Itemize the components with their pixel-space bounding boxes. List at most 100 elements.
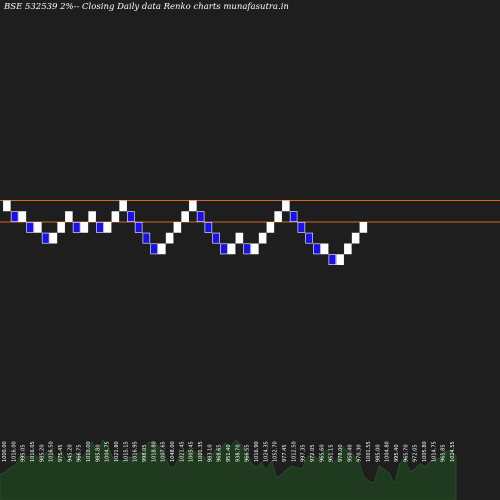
brick-price-label: 972.05 xyxy=(310,445,316,463)
brick-price-label: 945.20 xyxy=(67,445,73,463)
renko-brick-down xyxy=(212,232,220,244)
renko-brick-down xyxy=(26,222,34,233)
brick-price-label: 1010.00 xyxy=(86,441,92,462)
brick-price-label: 1005.80 xyxy=(422,441,428,462)
renko-brick-down xyxy=(297,222,306,233)
brick-price-label: 985.00 xyxy=(375,445,381,463)
renko-brick-up xyxy=(266,222,275,233)
renko-brick-up xyxy=(80,222,89,233)
brick-price-label: 966.55 xyxy=(245,445,251,463)
brick-price-label: 978.00 xyxy=(338,445,344,463)
brick-price-label: 968.65 xyxy=(217,445,223,463)
renko-brick-up xyxy=(274,211,282,223)
renko-brick-up xyxy=(3,200,11,212)
renko-brick-up xyxy=(103,222,112,233)
brick-price-label: 977.45 xyxy=(282,445,288,463)
brick-price-label: 1015.15 xyxy=(123,441,129,462)
brick-price-label: 1007.65 xyxy=(161,441,167,462)
renko-brick-down xyxy=(134,222,143,233)
brick-price-label: 965.60 xyxy=(319,445,325,463)
renko-brick-up xyxy=(344,243,352,255)
brick-price-label: 1024.55 xyxy=(450,441,456,462)
renko-brick-up xyxy=(181,211,189,223)
renko-brick-down xyxy=(289,211,298,223)
renko-brick-up xyxy=(165,232,174,244)
renko-brick-down xyxy=(196,211,205,223)
brick-price-label: 1004.80 xyxy=(385,441,391,462)
brick-price-label: 1005.45 xyxy=(189,441,195,462)
brick-price-label: 997.35 xyxy=(301,445,307,463)
volume-area xyxy=(0,439,457,500)
renko-brick-up xyxy=(49,232,58,244)
brick-price-label: 1004.75 xyxy=(105,441,111,462)
brick-price-label: 1001.55 xyxy=(366,441,372,462)
renko-brick-up xyxy=(359,222,368,233)
renko-brick-down xyxy=(10,211,19,223)
reference-lines xyxy=(0,200,500,223)
brick-price-label: 1000.00 xyxy=(2,441,8,462)
renko-brick-down xyxy=(41,232,50,244)
brick-price-label: 1016.90 xyxy=(254,441,260,462)
renko-brick-down xyxy=(96,222,104,233)
brick-price-label: 1016.50 xyxy=(49,441,55,462)
brick-price-label: 970.30 xyxy=(357,445,363,463)
brick-price-label: 966.75 xyxy=(77,445,83,463)
renko-brick-up xyxy=(18,211,27,223)
brick-price-label: 938.70 xyxy=(235,445,241,463)
brick-price-label: 975.45 xyxy=(58,445,64,463)
renko-brick-up xyxy=(282,200,290,212)
brick-price-label: 1048.00 xyxy=(170,441,176,462)
brick-price-label: 950.40 xyxy=(347,445,353,463)
renko-brick-up xyxy=(258,232,267,244)
renko-bricks xyxy=(3,200,368,266)
brick-price-label: 965.85 xyxy=(441,445,447,463)
renko-brick-down xyxy=(305,232,313,244)
renko-brick-up xyxy=(88,211,96,223)
brick-price-label: 951.15 xyxy=(329,445,335,463)
brick-price-label: 1052.70 xyxy=(273,441,279,462)
brick-price-label: 951.40 xyxy=(226,445,232,463)
chart-title: BSE 532539 2%-- Closing Daily data Renko… xyxy=(4,2,289,12)
renko-brick-up xyxy=(57,222,65,233)
renko-brick-up xyxy=(251,243,259,255)
renko-brick-up xyxy=(65,211,73,223)
renko-brick-up xyxy=(336,254,344,266)
renko-brick-down xyxy=(313,243,321,255)
renko-brick-down xyxy=(127,211,135,223)
brick-price-label: 1021.45 xyxy=(179,441,185,462)
renko-brick-up xyxy=(351,232,360,244)
renko-brick-down xyxy=(72,222,81,233)
renko-brick-up xyxy=(189,200,197,212)
brick-price-label: 998.05 xyxy=(142,445,148,463)
renko-brick-down xyxy=(220,243,228,255)
brick-price-label: 965.70 xyxy=(403,445,409,463)
renko-brick-up xyxy=(111,211,120,223)
brick-price-label: 985.20 xyxy=(39,445,45,463)
renko-brick-up xyxy=(34,222,42,233)
brick-price-label: 983.10 xyxy=(207,445,213,463)
brick-price-label: 1021.80 xyxy=(114,441,120,462)
renko-brick-up xyxy=(119,200,127,212)
brick-price-label: 1012.50 xyxy=(291,441,297,462)
brick-price-label: 1024.35 xyxy=(263,441,269,462)
brick-price-label: 1016.05 xyxy=(30,441,36,462)
renko-brick-down xyxy=(328,254,337,266)
brick-price-label: 1016.95 xyxy=(133,441,139,462)
brick-price-label: 1014.75 xyxy=(431,441,437,462)
brick-price-label: 995.40 xyxy=(394,445,400,463)
brick-price-label: 995.05 xyxy=(21,445,27,463)
renko-brick-up xyxy=(158,243,166,255)
renko-brick-up xyxy=(173,222,182,233)
renko-brick-up xyxy=(235,232,244,244)
volume-area-path xyxy=(0,439,457,500)
renko-brick-down xyxy=(150,243,158,255)
brick-price-label: 1016.00 xyxy=(11,441,17,462)
brick-price-label: 985.80 xyxy=(95,445,101,463)
renko-brick-down xyxy=(204,222,213,233)
brick-price-labels: 1000.00 1016.00 995.05 1016.05 985.20 1016.50… xyxy=(2,441,456,462)
renko-brick-down xyxy=(243,243,251,255)
renko-brick-down xyxy=(142,232,151,244)
brick-price-label: 1018.80 xyxy=(151,441,157,462)
renko-brick-up xyxy=(227,243,236,255)
